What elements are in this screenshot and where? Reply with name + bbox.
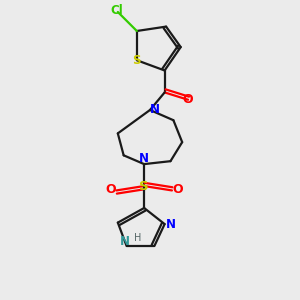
Text: N: N [120,235,130,248]
Text: N: N [139,152,149,165]
Text: Cl: Cl [110,4,123,17]
Text: O: O [183,93,193,106]
Text: S: S [133,54,141,67]
Text: O: O [172,183,183,196]
Text: O: O [105,183,116,196]
Text: N: N [166,218,176,231]
Text: N: N [150,103,160,116]
Text: H: H [134,233,141,243]
Text: S: S [139,179,149,193]
